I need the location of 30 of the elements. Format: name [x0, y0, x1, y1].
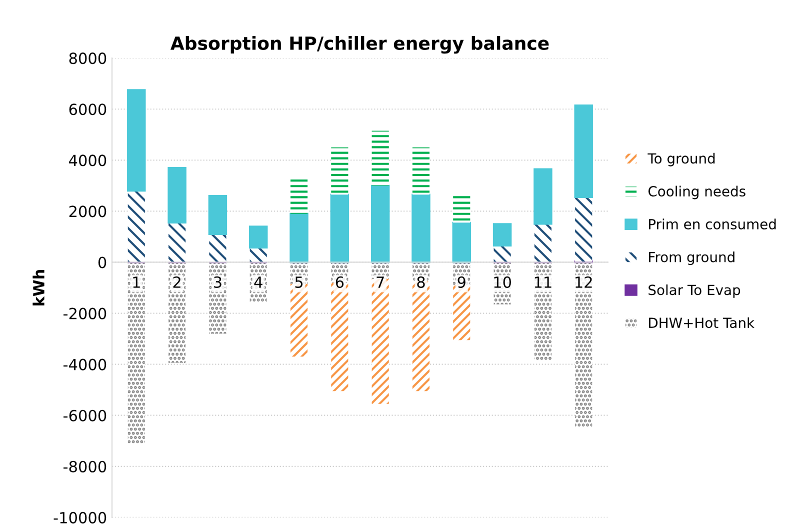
y-tick-label: 2000 [69, 206, 106, 218]
x-tick-label: 5 [295, 276, 303, 288]
y-tick-label: -8000 [63, 460, 106, 472]
legend-label: Cooling needs [648, 186, 746, 200]
y-tick-label: 8000 [69, 52, 106, 64]
x-tick-label: 2 [173, 276, 180, 288]
chart-title: Absorption HP/chiller energy balance [170, 36, 549, 54]
y-tick-label: 4000 [69, 154, 106, 166]
x-tick-label: 1 [133, 276, 140, 288]
y-tick-label: -6000 [63, 410, 106, 422]
x-tick-label: 4 [254, 276, 262, 288]
y-tick-label: -2000 [63, 308, 106, 320]
legend-label: Solar To Evap [648, 284, 740, 298]
y-axis-title: kWh [32, 270, 44, 306]
x-tick-label: 8 [417, 276, 425, 288]
x-tick-label: 7 [376, 276, 384, 288]
legend-label: From ground [649, 252, 734, 265]
y-tick-label: -4000 [63, 358, 106, 370]
x-tick-label: 12 [576, 276, 592, 288]
legend-label: To ground [648, 152, 715, 166]
y-tick-label: -10000 [54, 512, 106, 524]
x-tick-label: 3 [214, 276, 222, 288]
x-tick-label: 10 [494, 276, 511, 288]
x-tick-label: 11 [534, 276, 552, 288]
x-tick-label: 9 [458, 276, 466, 288]
x-tick-label: 6 [336, 276, 344, 288]
legend-label: Prim en consumed [649, 218, 776, 230]
y-tick-label: 6000 [69, 104, 106, 116]
y-tick-label: 0 [98, 256, 106, 268]
legend-label: DHW+Hot Tank [649, 317, 754, 328]
